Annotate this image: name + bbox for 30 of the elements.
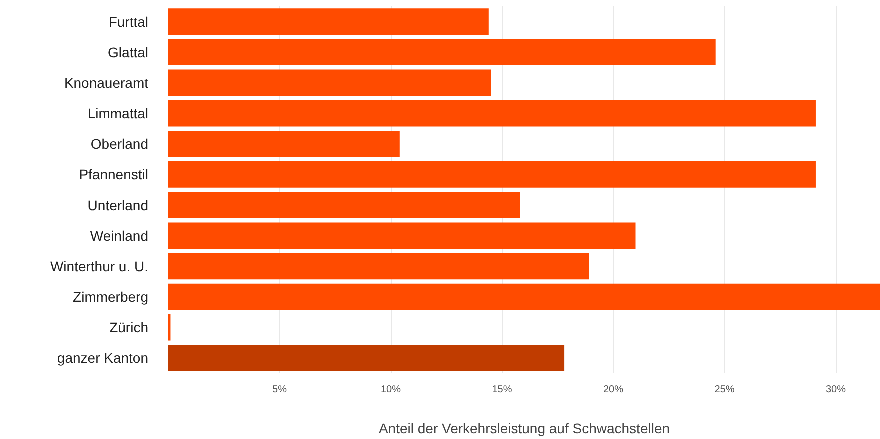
y-tick-label: Zimmerberg [73, 289, 149, 306]
y-tick-label: Knonaueramt [64, 74, 149, 91]
bar [168, 253, 590, 280]
y-tick-label: Pfannenstil [79, 166, 149, 183]
bar [168, 162, 816, 188]
bar [168, 345, 565, 372]
x-tick-label: 5% [272, 384, 288, 396]
y-tick-label: ganzer Kanton [57, 350, 149, 366]
y-tick-label: Glattal [108, 44, 149, 60]
y-tick-label: Winterthur u. U. [50, 258, 149, 274]
y-tick-label: Limmattal [88, 106, 149, 122]
x-tick-label: 30% [826, 384, 846, 396]
bar [168, 192, 520, 218]
x-axis-title: Anteil der Verkehrsleistung auf Schwachstellen [378, 420, 670, 436]
bar [168, 100, 816, 127]
bar [168, 284, 880, 310]
y-tick-label: Oberland [90, 136, 148, 152]
x-tick-label: 25% [714, 384, 735, 396]
x-tick-label: 20% [603, 384, 624, 396]
x-tick-label: 10% [380, 384, 402, 396]
bar [168, 39, 716, 66]
y-tick-label: Unterland [88, 197, 148, 214]
y-tick-label: Zürich [110, 320, 149, 336]
y-tick-label: Furttal [108, 14, 149, 30]
bar [168, 130, 400, 158]
y-tick-label: Weinland [90, 228, 149, 244]
bar [168, 70, 492, 96]
x-tick-label: 15% [492, 384, 512, 396]
bar [168, 222, 636, 250]
bar [168, 8, 489, 35]
